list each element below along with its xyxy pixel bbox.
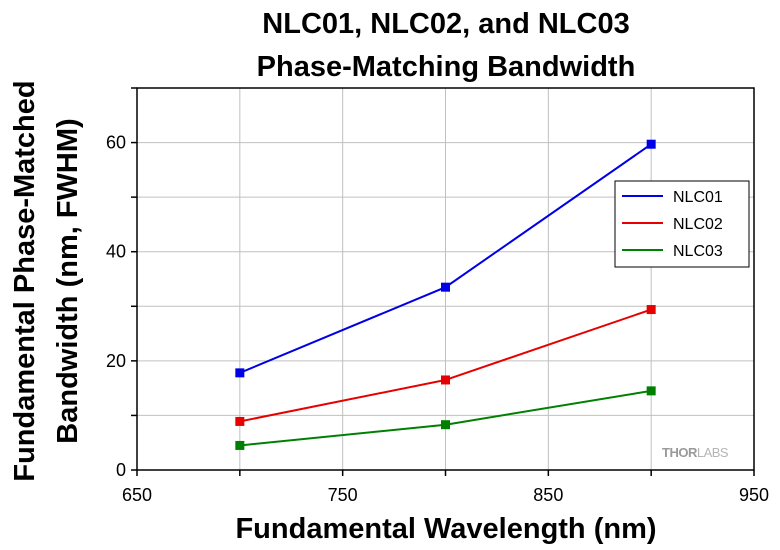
series-layer	[235, 139, 656, 450]
data-point-nlc03	[441, 420, 450, 430]
ticks	[131, 87, 755, 476]
y-axis-label-line-1: Fundamental Phase-Matched	[9, 80, 41, 481]
x-axis-label: Fundamental Wavelength (nm)	[235, 513, 656, 545]
data-point-nlc01	[441, 282, 450, 292]
chart-title-line-2: Phase-Matching Bandwidth	[257, 51, 636, 83]
legend-label-nlc03: NLC03	[673, 243, 723, 260]
x-tick-label: 950	[739, 485, 769, 505]
data-point-nlc03	[646, 386, 656, 396]
y-tick-label: 40	[106, 242, 126, 262]
y-axis-label-line-2: Bandwidth (nm, FWHM)	[52, 118, 84, 443]
data-point-nlc02	[646, 305, 656, 315]
legend-label-nlc02: NLC02	[673, 216, 723, 233]
watermark: THORLABS	[662, 445, 729, 460]
tick-labels: 650 750 850 950 0 20 40 60	[106, 133, 769, 505]
chart-title-line-1: NLC01, NLC02, and NLC03	[262, 8, 629, 40]
data-point-nlc02	[235, 416, 245, 426]
data-point-nlc03	[235, 440, 245, 450]
x-tick-label: 750	[328, 485, 358, 505]
data-point-nlc02	[441, 375, 450, 385]
y-tick-label: 20	[106, 351, 126, 371]
data-point-nlc01	[235, 368, 245, 378]
y-tick-label: 0	[116, 460, 126, 480]
x-tick-label: 850	[533, 485, 563, 505]
grid	[136, 87, 755, 471]
legend-label-nlc01: NLC01	[673, 189, 723, 206]
data-point-nlc01	[646, 139, 656, 149]
x-tick-label: 650	[122, 485, 152, 505]
y-tick-label: 60	[106, 133, 126, 153]
legend: NLC01 NLC02 NLC03	[614, 180, 750, 268]
watermark-part-2: LABS	[697, 445, 729, 460]
watermark-part-1: THOR	[662, 445, 698, 460]
